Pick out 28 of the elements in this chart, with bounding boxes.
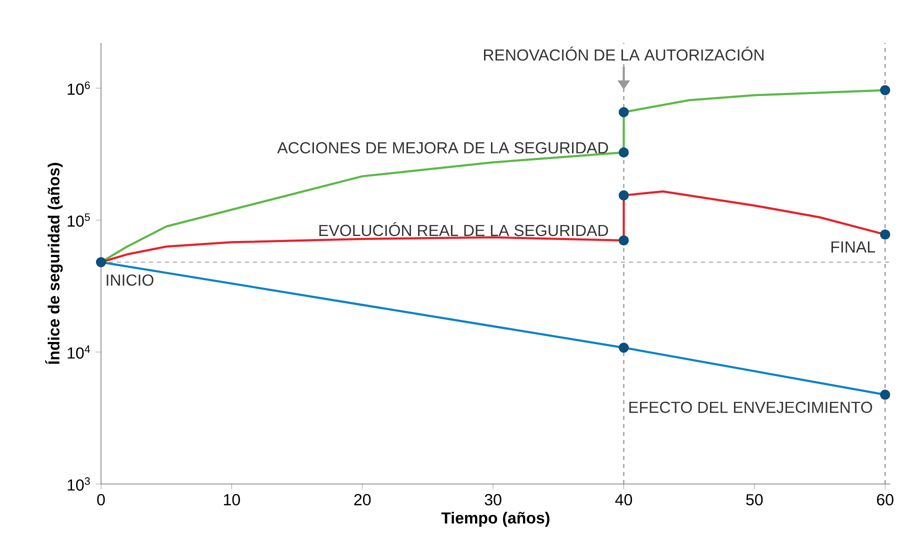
y-tick-label: 10$^{4}$ [68,345,90,359]
y-tick-label: 10$^{3}$ [68,477,90,491]
y-axis-title: Índice de seguridad (años) [45,162,63,364]
point [618,190,629,200]
x-tick-label: 10 [224,494,240,506]
annotation: EVOLUCIÓN REAL DE LA SEGURIDAD [319,222,608,236]
point [880,229,890,240]
x-tick-label: 20 [354,494,371,506]
annotation: INICIO [106,274,154,286]
annotation: ACCIONES DE MEJORA DE LA SEGURIDAD [277,142,608,154]
point [618,147,629,158]
point [618,107,629,118]
point [96,257,106,268]
point [880,390,890,400]
x-axis-title: Tiempo (años) [441,512,550,527]
x-tick-label: 30 [484,494,502,506]
x-tick-label: 0 [97,494,105,506]
annotation: EFECTO DEL ENVEJECIMIENTO [629,402,872,413]
point [618,235,629,246]
ref-line-label: RENOVACIÓN DE LA AUTORIZACIÓN [484,46,764,61]
y-tick-label: 10$^{5}$ [68,213,90,227]
x-tick-label: 40 [615,494,632,506]
point [618,342,629,353]
y-tick-label: 10$^{6}$ [68,81,90,95]
x-tick-label: 50 [746,494,763,506]
annotation: FINAL [831,241,875,252]
point [880,85,890,96]
x-tick-label: 60 [877,494,894,506]
